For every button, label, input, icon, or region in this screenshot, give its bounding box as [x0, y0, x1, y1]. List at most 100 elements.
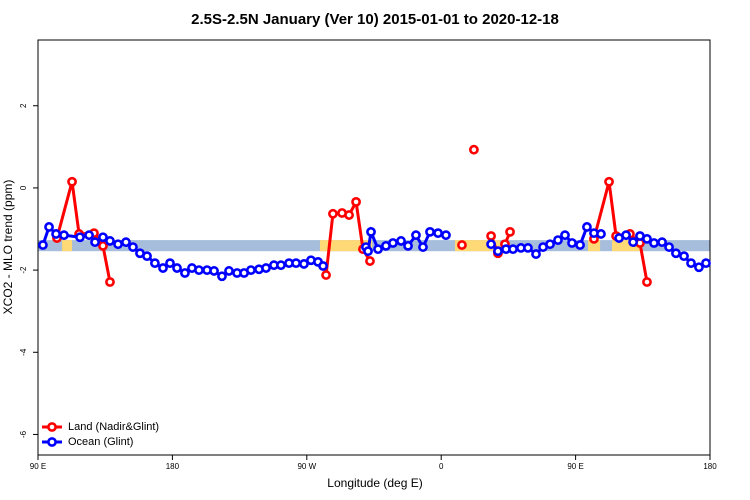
- ocean-band: [38, 240, 710, 252]
- data-point: [457, 240, 467, 250]
- data-point: [246, 265, 256, 275]
- legend-marker: [47, 422, 57, 432]
- data-point: [366, 226, 376, 237]
- data-point: [363, 246, 373, 257]
- x-tick-label: 90 E: [30, 462, 46, 471]
- data-point: [486, 239, 496, 250]
- data-point: [209, 266, 219, 276]
- y-tick-label: -2: [19, 266, 28, 274]
- x-tick-label: 180: [166, 462, 180, 471]
- data-point: [469, 144, 479, 155]
- data-point: [38, 240, 48, 250]
- data-point: [299, 259, 309, 269]
- data-point: [44, 222, 54, 232]
- data-point: [321, 270, 331, 280]
- data-point: [425, 226, 435, 237]
- x-tick-label: 0: [439, 462, 444, 471]
- data-point: [344, 210, 354, 220]
- data-point: [351, 196, 361, 207]
- x-axis-label: Longitude (deg E): [327, 476, 422, 490]
- data-point: [596, 229, 606, 239]
- data-point: [433, 228, 443, 239]
- data-point: [531, 249, 541, 259]
- data-point: [217, 271, 227, 282]
- chart-title: 2.5S-2.5N January (Ver 10) 2015-01-01 to…: [191, 11, 559, 28]
- data-point: [276, 260, 286, 271]
- data-point: [90, 237, 100, 248]
- data-point: [365, 256, 375, 266]
- data-point: [505, 226, 515, 237]
- legend-marker: [47, 437, 57, 447]
- data-point: [523, 243, 533, 253]
- data-point: [582, 222, 592, 232]
- data-point: [67, 176, 77, 187]
- x-tick-label: 180: [703, 462, 717, 471]
- legend-label: Land (Nadir&Glint): [68, 421, 159, 433]
- data-point: [113, 239, 123, 250]
- data-point: [679, 251, 689, 262]
- data-point: [318, 261, 328, 271]
- data-point: [486, 231, 496, 241]
- data-point: [261, 263, 271, 273]
- data-point: [172, 263, 182, 273]
- data-point: [128, 242, 138, 252]
- data-point: [686, 258, 696, 269]
- data-point: [158, 263, 168, 273]
- data-point: [508, 244, 518, 255]
- data-point: [150, 258, 160, 269]
- data-point: [671, 248, 681, 259]
- data-point: [142, 251, 152, 262]
- data-point: [403, 240, 413, 251]
- data-point: [328, 208, 338, 219]
- data-point: [560, 230, 570, 241]
- data-point: [224, 266, 234, 276]
- data-point: [194, 265, 204, 275]
- y-tick-label: 2: [19, 103, 28, 108]
- plot-frame: [37, 39, 711, 456]
- data-point: [575, 240, 585, 250]
- data-point: [180, 268, 190, 278]
- data-point: [59, 230, 69, 241]
- data-point: [105, 236, 115, 246]
- data-point: [165, 258, 175, 269]
- data-point: [84, 230, 94, 241]
- land-band: [319, 240, 373, 252]
- data-point: [105, 277, 115, 287]
- data-point: [657, 237, 667, 248]
- data-point: [98, 232, 108, 243]
- data-point: [291, 258, 301, 269]
- data-point: [75, 232, 85, 243]
- x-tick-label: 90 E: [567, 462, 583, 471]
- y-tick-label: -6: [19, 430, 28, 438]
- data-point: [642, 233, 652, 244]
- data-point: [121, 237, 131, 248]
- data-point: [642, 277, 652, 287]
- land-band: [454, 240, 501, 252]
- data-point: [396, 236, 406, 246]
- data-point: [649, 238, 659, 248]
- data-point: [664, 242, 674, 252]
- data-point: [411, 230, 421, 241]
- data-point: [567, 238, 577, 248]
- land-band: [62, 240, 73, 252]
- data-point: [545, 239, 555, 250]
- land-band: [587, 240, 601, 252]
- data-point: [418, 242, 428, 252]
- land-band: [612, 240, 640, 252]
- y-tick-label: -4: [19, 348, 28, 356]
- data-point: [373, 244, 383, 255]
- data-point: [388, 238, 398, 248]
- y-tick-label: 0: [19, 185, 28, 190]
- series-line: [55, 181, 649, 283]
- data-point: [701, 258, 711, 269]
- data-point: [604, 176, 614, 187]
- data-point: [628, 237, 638, 248]
- data-point: [694, 262, 704, 273]
- x-tick-label: 90 W: [297, 462, 316, 471]
- y-axis-label: XCO2 - MLO trend (ppm): [1, 180, 15, 315]
- data-point: [98, 240, 108, 251]
- data-point: [51, 229, 61, 239]
- legend-label: Ocean (Glint): [68, 436, 133, 448]
- data-point: [553, 235, 563, 246]
